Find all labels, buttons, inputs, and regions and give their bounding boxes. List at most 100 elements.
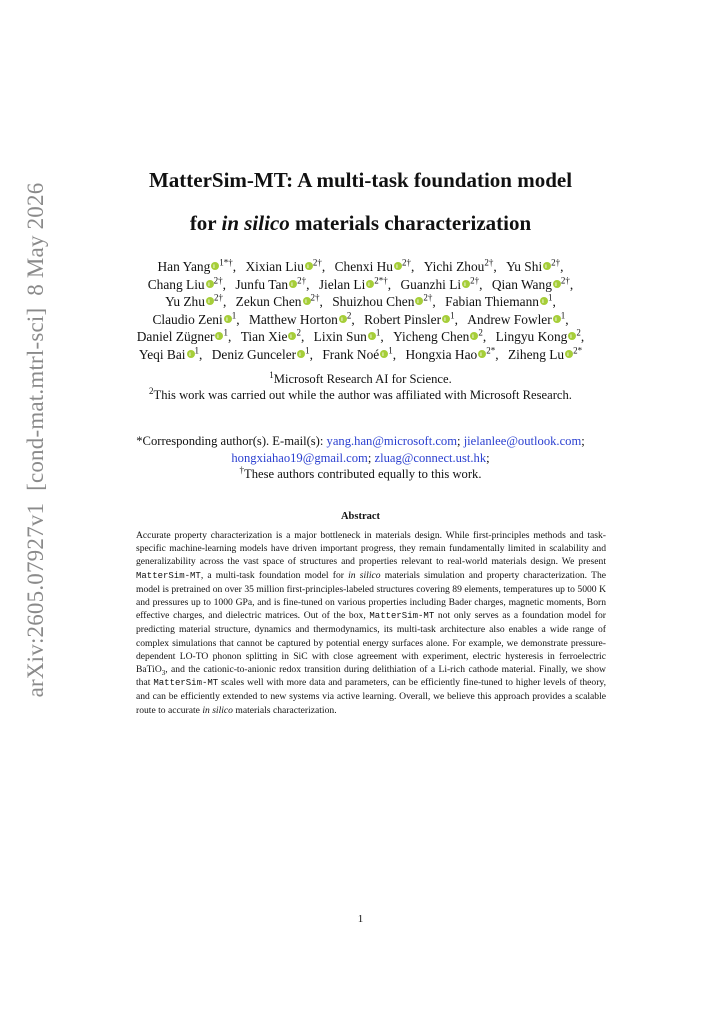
abstract-segment: in silico bbox=[348, 569, 381, 581]
orcid-circle bbox=[415, 297, 424, 306]
orcid-icon[interactable] bbox=[470, 332, 479, 341]
author: Chang Liu 2†, bbox=[148, 275, 226, 292]
orcid-icon[interactable] bbox=[462, 279, 471, 288]
author: Jielan Li 2*†, bbox=[319, 276, 391, 292]
author: Matthew Horton 2, bbox=[249, 310, 355, 327]
author-name: Lingyu Kong bbox=[495, 329, 568, 345]
orcid-circle bbox=[205, 297, 214, 306]
affiliation-mark: 1 bbox=[560, 310, 566, 321]
orcid-icon[interactable] bbox=[394, 262, 403, 270]
title-part: for bbox=[189, 211, 222, 235]
orcid-glyph bbox=[208, 299, 210, 304]
affiliation-mark: 1 bbox=[231, 310, 237, 321]
affiliation-mark: 2† bbox=[551, 257, 561, 268]
orcid-icon[interactable] bbox=[288, 332, 297, 341]
author: Yu Zhu 2†, bbox=[165, 293, 227, 310]
separator: , bbox=[380, 329, 384, 345]
orcid-icon[interactable] bbox=[205, 297, 214, 306]
author-list: Han Yang 1*†, Xixian Liu 2†, Chenxi Hu 2†, … bbox=[0, 258, 721, 364]
orcid-circle bbox=[338, 314, 347, 323]
page-number: 1 bbox=[357, 913, 364, 925]
affiliation-mark: 1 bbox=[269, 369, 274, 380]
author-name: Hongxia Hao bbox=[405, 346, 478, 362]
orcid-glyph bbox=[567, 352, 569, 356]
email[interactable]: zluag@connect.ust.hk bbox=[374, 451, 487, 465]
author-name: Yu Shi bbox=[506, 259, 543, 274]
author-name: Yicheng Chen bbox=[393, 329, 470, 345]
separator: , bbox=[222, 294, 227, 310]
orcid-icon[interactable] bbox=[186, 349, 195, 358]
author-name: Zekun Chen bbox=[235, 294, 302, 310]
orcid-icon[interactable] bbox=[543, 262, 552, 270]
orcid-icon[interactable] bbox=[302, 297, 311, 306]
orcid-icon[interactable] bbox=[205, 279, 214, 288]
author: Daniel Zügner 1, bbox=[137, 328, 232, 344]
affiliation-mark: 1 bbox=[375, 327, 381, 338]
author-name: Claudio Zeni bbox=[152, 311, 223, 327]
author-line: Claudio Zeni 1, Matthew Horton 2, Robert P… bbox=[0, 311, 721, 329]
orcid-icon[interactable] bbox=[565, 349, 574, 358]
separator: , bbox=[495, 346, 499, 362]
orcid-circle bbox=[211, 262, 220, 270]
abstract-segment: 3 bbox=[161, 668, 166, 677]
orcid-icon[interactable] bbox=[442, 314, 451, 323]
separator: , bbox=[351, 311, 355, 327]
affiliation-mark: 2† bbox=[213, 275, 223, 286]
author-line: Chang Liu 2†, Junfu Tan 2†, Jielan Li 2*†, … bbox=[0, 276, 721, 294]
orcid-icon[interactable] bbox=[338, 314, 347, 323]
affiliation-mark: 2† bbox=[484, 257, 494, 268]
orcid-icon[interactable] bbox=[223, 314, 232, 323]
affiliation-mark: 1 bbox=[194, 345, 200, 356]
affiliation-text: Microsoft Research AI for Science. bbox=[273, 372, 452, 386]
email-item: hongxiahao19@gmail.com; bbox=[231, 451, 371, 465]
author: Fabian Thiemann 1, bbox=[445, 293, 556, 309]
author-name: Guanzhi Li bbox=[400, 276, 462, 292]
author: Qian Wang 2†, bbox=[492, 276, 573, 292]
author-name: Robert Pinsler bbox=[364, 311, 442, 327]
separator: , bbox=[321, 259, 326, 274]
orcid-icon[interactable] bbox=[289, 279, 298, 288]
email[interactable]: yang.han@microsoft.com bbox=[326, 434, 458, 448]
abstract-segment: MatterSim-MT bbox=[369, 611, 435, 622]
orcid-circle bbox=[215, 332, 224, 341]
author: Frank Noé 1, bbox=[322, 346, 396, 362]
separator: ; bbox=[457, 434, 461, 448]
affiliation-mark: 2 bbox=[346, 310, 352, 321]
orcid-glyph bbox=[555, 317, 557, 321]
orcid-icon[interactable] bbox=[366, 279, 375, 288]
orcid-icon[interactable] bbox=[367, 332, 376, 341]
orcid-icon[interactable] bbox=[415, 297, 424, 306]
author-name: Han Yang bbox=[157, 259, 211, 274]
author-line: Daniel Zügner 1, Tian Xie 2, Lixin Sun 1, Y… bbox=[0, 328, 721, 346]
orcid-icon[interactable] bbox=[380, 349, 389, 358]
orcid-glyph bbox=[218, 334, 219, 339]
title-line: MatterSim-MT: A multi-task foundation mo… bbox=[148, 168, 573, 192]
orcid-icon[interactable] bbox=[478, 349, 487, 358]
orcid-glyph bbox=[368, 281, 370, 286]
orcid-icon[interactable] bbox=[211, 262, 220, 270]
orcid-circle bbox=[380, 349, 389, 358]
orcid-icon[interactable] bbox=[304, 262, 313, 270]
email[interactable]: jielanlee@outlook.com bbox=[463, 434, 582, 448]
title-part: in silico bbox=[221, 211, 290, 235]
orcid-icon[interactable] bbox=[539, 297, 548, 306]
orcid-glyph bbox=[417, 299, 419, 304]
separator: , bbox=[482, 329, 487, 345]
author-line: Han Yang 1*†, Xixian Liu 2†, Chenxi Hu 2†, … bbox=[0, 258, 721, 276]
orcid-glyph bbox=[542, 299, 544, 304]
affiliation-mark: 2† bbox=[297, 275, 307, 286]
affiliation-mark: 2 bbox=[296, 327, 301, 338]
orcid-icon[interactable] bbox=[552, 279, 561, 288]
orcid-icon[interactable] bbox=[568, 332, 577, 341]
email[interactable]: hongxiahao19@gmail.com bbox=[231, 451, 368, 465]
orcid-icon[interactable] bbox=[297, 349, 306, 358]
orcid-glyph bbox=[396, 264, 398, 268]
orcid-icon[interactable] bbox=[215, 332, 224, 341]
orcid-icon[interactable] bbox=[552, 314, 561, 323]
email-item: zluag@connect.ust.hk; bbox=[375, 451, 490, 465]
abstract-heading: Abstract bbox=[340, 511, 381, 522]
orcid-glyph bbox=[464, 281, 466, 286]
author: Xixian Liu 2†, bbox=[246, 258, 326, 274]
separator: , bbox=[319, 294, 323, 310]
